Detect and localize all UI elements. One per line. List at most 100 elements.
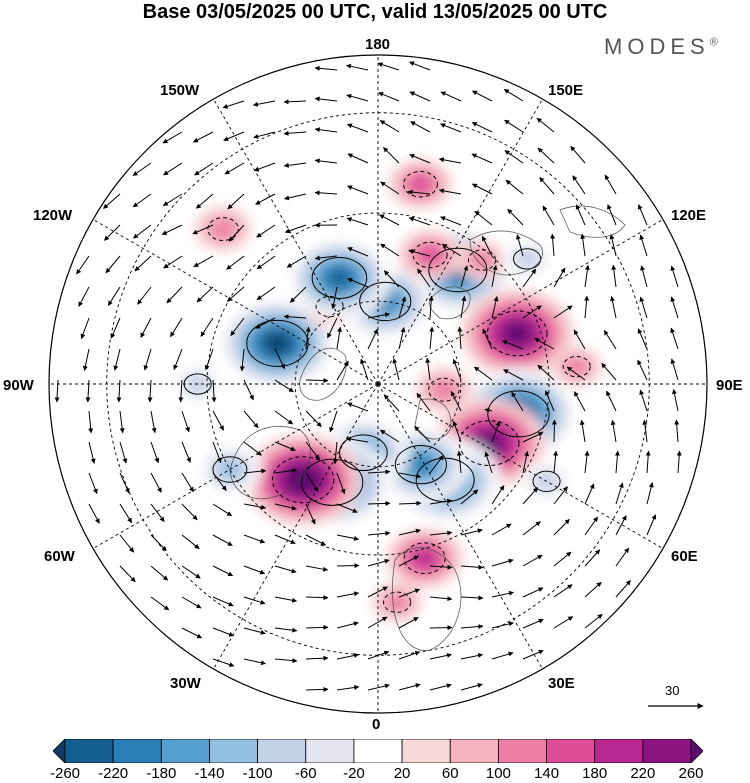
wind-vector [178,379,184,403]
brand-logo: MODES® [604,34,723,59]
wind-vector [584,295,590,319]
wind-vector [305,326,311,350]
wind-vector [491,523,512,536]
wind-vector [181,565,201,579]
colorbar-swatch [401,739,451,763]
wind-vector [383,147,400,164]
wind-vector [243,596,266,605]
wind-vector [572,175,586,195]
height-contour-24 [513,248,542,270]
wind-vector [491,420,501,443]
wind-vector [584,264,590,288]
wind-vector [346,63,369,71]
wind-vector [305,410,322,428]
wind-vector [505,179,524,195]
wind-vector [336,360,349,381]
height-contour-23 [562,355,591,378]
colorbar-tick-label: -100 [242,765,273,782]
wind-vector [553,450,559,474]
wind-vector [637,328,648,350]
colorbar-swatch [449,739,499,763]
wind-vector [228,224,245,242]
wind-vector [367,328,378,350]
wind-vector [639,234,648,257]
colorbar-swatch [112,739,162,763]
wind-vector [274,627,298,633]
wind-vector [398,528,421,536]
wind-vector [212,658,235,667]
wind-vector [226,255,245,270]
wind-vector [150,596,170,611]
height-contour-3 [486,310,548,357]
wind-vector [212,503,233,517]
wind-vector [367,500,391,506]
height-contour-19 [212,456,248,483]
wind-vector [253,162,276,172]
wind-vector [336,653,360,660]
wind-vector [440,91,462,102]
wind-vector [614,450,620,474]
wind-vector [286,255,307,268]
wind-vector [223,131,245,141]
wind-vector [367,683,390,691]
wind-vector [457,326,463,350]
colorbar-swatch [497,739,547,763]
colorbar-swatch [353,739,403,763]
height-contour-13 [272,456,335,504]
colorbar-tick-label: 60 [441,765,459,782]
wind-vector [255,193,276,205]
wind-vector [137,286,152,305]
wind-vector [507,208,524,226]
wind-vector [551,419,557,443]
wind-vector [503,89,524,102]
wind-vector [584,613,603,629]
wind-vector [676,450,682,474]
wind-vector [347,185,369,195]
wind-vector [132,162,152,177]
wind-vector [204,348,214,371]
height-contour-17 [403,170,438,198]
wind-vector [491,651,514,660]
wind-vector [243,441,262,456]
wind-vector [274,410,294,425]
wind-vector [522,649,544,660]
wind-vector [460,624,484,630]
wind-vector [222,100,245,109]
wind-vector [398,296,407,319]
wind-vector [305,377,329,383]
colorbar-swatch [546,739,596,763]
wind-vector [491,485,505,505]
height-contour-9 [394,444,447,485]
wind-vector [460,564,484,570]
wind-vector [522,587,544,598]
colorbar-swatch [690,739,703,763]
wind-vector [522,554,543,567]
wind-vector [327,317,338,339]
wind-vector [163,255,183,269]
colorbar-swatch [257,739,307,763]
wind-vector [522,521,541,536]
colorbar-swatch [594,739,644,763]
wind-vector [162,193,183,207]
wind-vector [491,621,514,629]
wind-vector [574,391,586,412]
lon-label-150e: 150E [548,82,584,99]
wind-vector [88,472,98,494]
wind-vector [553,518,570,536]
wind-vector [133,224,152,239]
wind-vector [610,419,617,443]
colorbar-tick-label: -260 [49,765,81,782]
colorbar-tick-label: 20 [393,765,411,782]
wind-vector [398,683,421,691]
wind-vector [140,317,152,338]
wind-vector [615,515,627,536]
anomaly-contour-2-2 [470,251,494,269]
wind-vector [603,329,617,350]
wind-vector [504,150,524,164]
wind-vector [398,588,421,598]
height-contour-7 [458,420,520,466]
wind-vector [332,441,338,465]
wind-vector [460,489,479,505]
colorbar-swatch [209,739,259,763]
wind-vector [243,627,266,635]
